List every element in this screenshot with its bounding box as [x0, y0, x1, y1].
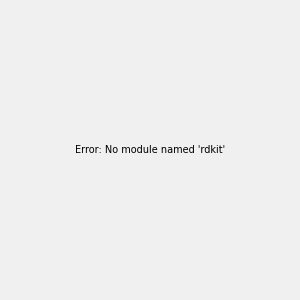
Text: Error: No module named 'rdkit': Error: No module named 'rdkit': [75, 145, 225, 155]
